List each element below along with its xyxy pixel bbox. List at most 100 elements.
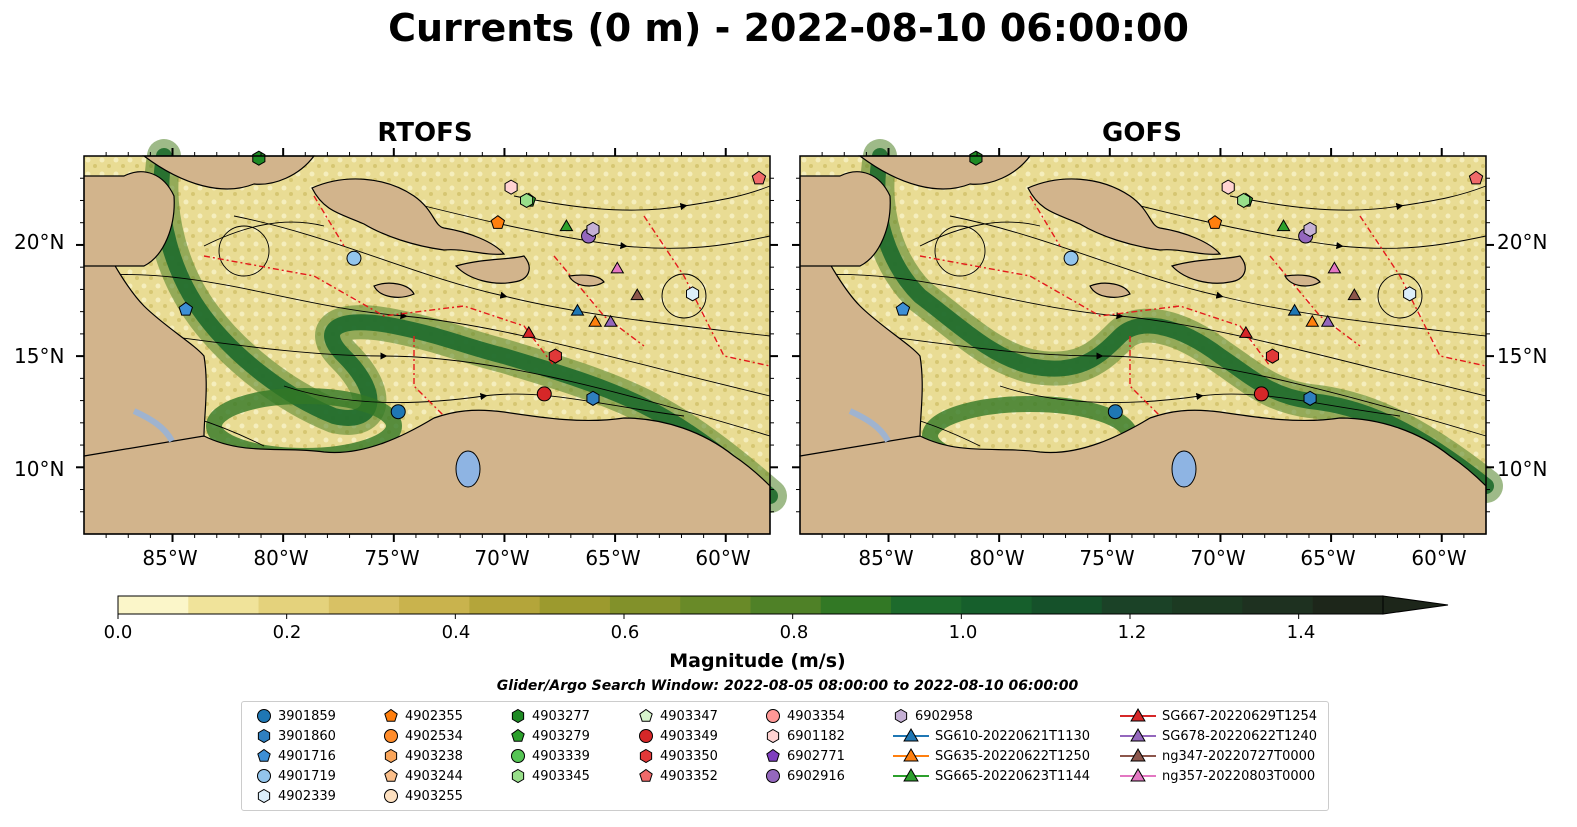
pentagon-marker-icon (639, 768, 653, 782)
legend-item-6902958: 6902958 (893, 706, 973, 726)
triangle-marker-icon (1120, 768, 1156, 782)
colorbar-tick-6: 1.2 (1117, 622, 1147, 643)
colorbar-tick-7: 1.4 (1286, 622, 1316, 643)
legend-label: 3901859 (278, 708, 336, 724)
colorbar-bin-8 (680, 596, 751, 614)
colorbar-bin-10 (820, 596, 892, 614)
legend-label: 4903279 (532, 728, 590, 744)
legend-label: 4903277 (532, 708, 590, 724)
lon-label-85w-right: 85°W (858, 546, 914, 570)
platform-3901859 (1107, 404, 1123, 420)
colorbar-bin-14 (1101, 596, 1173, 614)
legend-marker-4903277 (511, 708, 525, 724)
legend-item-6901182: 6901182 (765, 726, 845, 746)
land-hispaniola (454, 255, 530, 284)
pentagon-marker-icon (384, 708, 398, 722)
legend-marker-SG635-20220622T1250 (903, 748, 919, 762)
legend-label: SG635-20220622T1250 (935, 748, 1091, 764)
legend-item-4903277: 4903277 (510, 706, 590, 726)
lon-label-65w-left: 65°W (585, 546, 641, 570)
legend-label: SG678-20220622T1240 (1162, 728, 1318, 744)
legend-label: 4903350 (660, 748, 718, 764)
platform-SG667-20220629T1254 (521, 325, 536, 338)
platform-SG610-20220621T1130 (1287, 303, 1302, 316)
legend-marker-4903238 (384, 748, 398, 764)
platform-ng347-20220727T0000 (630, 288, 645, 301)
platform-4901716 (895, 301, 911, 316)
legend-item-4903244: 4903244 (383, 766, 463, 786)
legend-label: 6902958 (915, 708, 973, 724)
legend-marker-ng357-20220803T0000 (1130, 768, 1146, 782)
colorbar-bin-5 (469, 596, 541, 614)
colorbar-bin-13 (1031, 596, 1103, 614)
lon-label-65w-right: 65°W (1300, 546, 1356, 570)
triangle-marker-icon (1120, 728, 1156, 742)
legend-item-4903349: 4903349 (638, 726, 718, 746)
colorbar-tick-5: 1.0 (948, 622, 978, 643)
lon-label-85w-left: 85°W (142, 546, 198, 570)
land-jamaica (373, 282, 415, 298)
colorbar-bin-1 (188, 596, 260, 614)
colorbar-tick-1: 0.2 (272, 622, 302, 643)
legend-label: SG610-20220621T1130 (935, 728, 1091, 744)
legend-label: SG667-20220629T1254 (1162, 708, 1318, 724)
legend-item-4903354: 4903354 (765, 706, 845, 726)
legend-marker-6901182 (766, 728, 780, 744)
colorbar-tick-3: 0.6 (610, 622, 640, 643)
legend-item-ng347-20220727T0000: ng347-20220727T0000 (1120, 746, 1315, 766)
lat-label-20n-left: 20°N (14, 230, 65, 254)
legend-label: 4903244 (405, 768, 463, 784)
lon-label-75w-right: 75°W (1079, 546, 1135, 570)
triangle-marker-icon (1120, 708, 1156, 722)
colorbar-label: Magnitude (m/s) (669, 650, 846, 672)
legend-marker-4903279 (511, 728, 525, 742)
lon-label-80w-right: 80°W (969, 546, 1025, 570)
land-cuba (1027, 178, 1222, 255)
circle-marker-icon (384, 789, 398, 803)
legend-item-4903352: 4903352 (638, 766, 718, 786)
legend-marker-4901716 (257, 748, 271, 762)
legend-item-ng357-20220803T0000: ng357-20220803T0000 (1120, 766, 1315, 786)
hexagon-marker-icon (257, 728, 271, 744)
platform-SG635-20220622T1250 (1305, 314, 1320, 327)
platform-4901719 (1063, 250, 1079, 266)
legend-item-3901860: 3901860 (256, 726, 336, 746)
colorbar-bin-3 (328, 596, 400, 614)
panel-title-rtofs: RTOFS (377, 118, 473, 148)
land-topland (142, 155, 316, 190)
legend-item-4903347: 4903347 (638, 706, 718, 726)
platform-4902339 (685, 286, 700, 302)
legend-item-SG665-20220623T1144: SG665-20220623T1144 (893, 766, 1090, 786)
triangle-marker-icon (893, 728, 929, 742)
platform-6902958 (586, 221, 600, 237)
legend-label: 6902916 (787, 768, 845, 784)
legend-marker-4903255 (384, 789, 398, 803)
legend-item-SG678-20220622T1240: SG678-20220622T1240 (1120, 726, 1317, 746)
colorbar-bin-12 (961, 596, 1033, 614)
platform-4903352 (751, 170, 767, 185)
lon-label-75w-left: 75°W (364, 546, 420, 570)
colorbar-tick-0: 0.0 (103, 622, 133, 643)
colorbar-bin-2 (258, 596, 330, 614)
land-topland (858, 155, 1032, 190)
platform-3901859 (390, 404, 406, 420)
colorbar-tick-4: 0.8 (779, 622, 809, 643)
legend-label: 4903352 (660, 768, 718, 784)
platform-4902355 (1207, 215, 1223, 229)
platform-4902355 (490, 215, 506, 229)
hexagon-marker-icon (257, 788, 271, 804)
legend-label: ng357-20220803T0000 (1162, 768, 1316, 784)
legend-item-SG610-20220621T1130: SG610-20220621T1130 (893, 726, 1090, 746)
colorbar-tick-2: 0.4 (441, 622, 471, 643)
legend-marker-4903349 (639, 729, 653, 743)
legend: 3901859 3901860 4901716 4901719 4902339 49023… (241, 701, 1329, 811)
legend-label: 6902771 (787, 748, 845, 764)
land-puertorico (1284, 274, 1321, 287)
pentagon-marker-icon (384, 768, 398, 782)
legend-item-4901719: 4901719 (256, 766, 336, 786)
platform-ng357-20220803T0000 (1327, 261, 1342, 274)
pentagon-marker-icon (766, 748, 780, 762)
lon-label-60w-right: 60°W (1411, 546, 1467, 570)
legend-marker-4902339 (257, 788, 271, 804)
